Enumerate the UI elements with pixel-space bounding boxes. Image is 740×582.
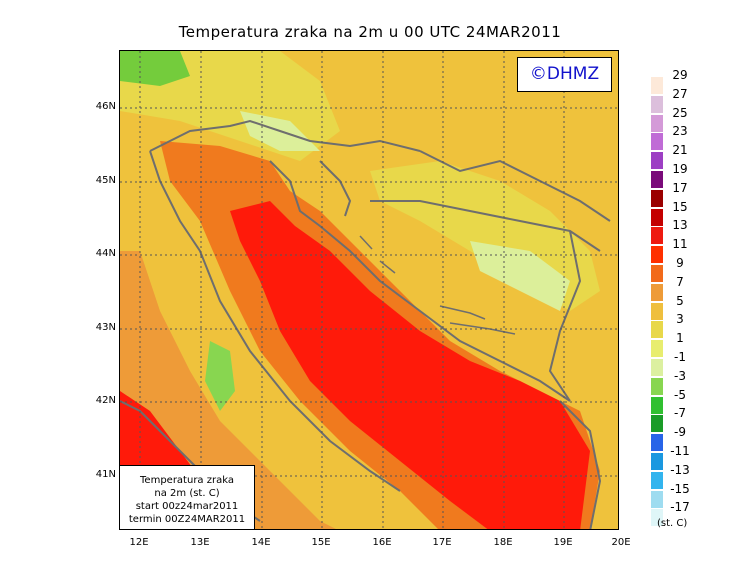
legend-label: 21 xyxy=(672,143,688,158)
legend-swatch xyxy=(651,133,663,151)
lat-tick-44n: 44N xyxy=(95,248,116,259)
legend-unit: (st. C) xyxy=(657,518,688,529)
legend-swatch xyxy=(651,77,663,94)
legend-label: -1 xyxy=(674,350,686,364)
legend-label: -3 xyxy=(674,368,686,383)
legend-label: 15 xyxy=(672,199,688,214)
temperature-map xyxy=(119,50,619,530)
croatia-coast xyxy=(269,160,571,402)
interior-colder-zone xyxy=(470,241,570,311)
info-line-start: start 00z24mar2011 xyxy=(135,501,239,512)
lon-tick-17e: 17E xyxy=(432,537,452,548)
lat-tick-41n: 41N xyxy=(95,469,116,480)
lat-tick-42n: 42N xyxy=(95,395,116,406)
map-canvas xyxy=(120,51,618,529)
legend-label: 7 xyxy=(676,274,684,289)
legend-swatch xyxy=(651,434,663,452)
info-line-valid: termin 00Z24MAR2011 xyxy=(128,514,246,525)
albania-coast xyxy=(559,400,602,529)
legend-swatch xyxy=(651,152,663,170)
legend-label: 11 xyxy=(672,237,688,252)
legend-swatch xyxy=(651,471,663,489)
island-4 xyxy=(359,235,373,250)
lon-tick-15e: 15E xyxy=(311,537,331,548)
legend-swatch xyxy=(651,208,663,226)
legend-swatch xyxy=(651,509,663,527)
freezing-zone-apennines xyxy=(205,341,235,411)
legend-label: 13 xyxy=(672,218,688,233)
bosnia-north-border xyxy=(370,200,601,252)
legend-label: 1 xyxy=(676,331,684,346)
adriatic-warm-sea xyxy=(230,201,590,529)
hungary-border xyxy=(419,150,611,222)
graticule xyxy=(120,51,618,529)
map-title: Temperatura zraka na 2m u 00 UTC 24MAR20… xyxy=(178,23,562,41)
legend-swatch xyxy=(651,246,663,264)
legend-swatch xyxy=(651,396,663,414)
legend-swatch xyxy=(651,340,663,358)
italy-east-coast xyxy=(149,150,401,492)
lon-tick-13e: 13E xyxy=(190,537,210,548)
legend-swatch xyxy=(651,189,663,207)
freezing-zone-nw xyxy=(120,51,190,86)
legend-label: 9 xyxy=(676,256,684,270)
info-line-variable: Temperatura zraka xyxy=(140,475,234,486)
legend-label: -7 xyxy=(674,406,686,421)
legend-label: -11 xyxy=(670,444,690,458)
legend-swatch xyxy=(651,453,663,470)
legend-label: 23 xyxy=(672,124,688,139)
lon-tick-16e: 16E xyxy=(372,537,392,548)
legend-swatch xyxy=(651,302,663,320)
legend-label: -9 xyxy=(674,425,686,440)
legend-swatch xyxy=(651,171,663,188)
legend-label: -13 xyxy=(670,462,690,477)
lat-tick-43n: 43N xyxy=(95,322,116,333)
lat-tick-46n: 46N xyxy=(95,101,116,112)
legend-swatch xyxy=(651,321,663,339)
legend-label: 29 xyxy=(672,68,688,82)
lon-tick-14e: 14E xyxy=(251,537,271,548)
legend-label: 19 xyxy=(672,162,688,176)
legend-swatch xyxy=(651,227,663,245)
legend-label: 27 xyxy=(672,86,688,101)
legend-label: 25 xyxy=(672,105,688,120)
legend-label: -5 xyxy=(674,387,686,402)
legend-swatch xyxy=(651,114,663,132)
legend-swatch xyxy=(651,283,663,301)
legend-label: 17 xyxy=(672,180,688,195)
lon-tick-19e: 19E xyxy=(553,537,573,548)
legend-swatch xyxy=(651,490,663,508)
istria-outline xyxy=(319,160,352,217)
legend-swatch xyxy=(651,359,663,376)
lon-tick-20e: 20E xyxy=(611,537,631,548)
legend-swatch xyxy=(651,95,663,113)
legend-swatch xyxy=(651,415,663,433)
info-line-units: na 2m (st. C) xyxy=(154,488,220,499)
legend-label: -15 xyxy=(670,481,690,496)
northern-border xyxy=(149,119,421,152)
lat-tick-45n: 45N xyxy=(95,175,116,186)
legend-label: -17 xyxy=(670,500,690,515)
island-1 xyxy=(439,305,486,320)
legend-label: 3 xyxy=(676,312,684,327)
legend-swatch xyxy=(651,377,663,395)
bosnia-east-border xyxy=(548,230,582,402)
legend-swatch xyxy=(651,265,663,282)
copyright-label: ©DHMZ xyxy=(517,57,612,92)
info-box: Temperatura zraka na 2m (st. C) start 00… xyxy=(119,465,255,530)
legend-label: 5 xyxy=(676,293,684,308)
lon-tick-12e: 12E xyxy=(129,537,149,548)
lon-tick-18e: 18E xyxy=(493,537,513,548)
